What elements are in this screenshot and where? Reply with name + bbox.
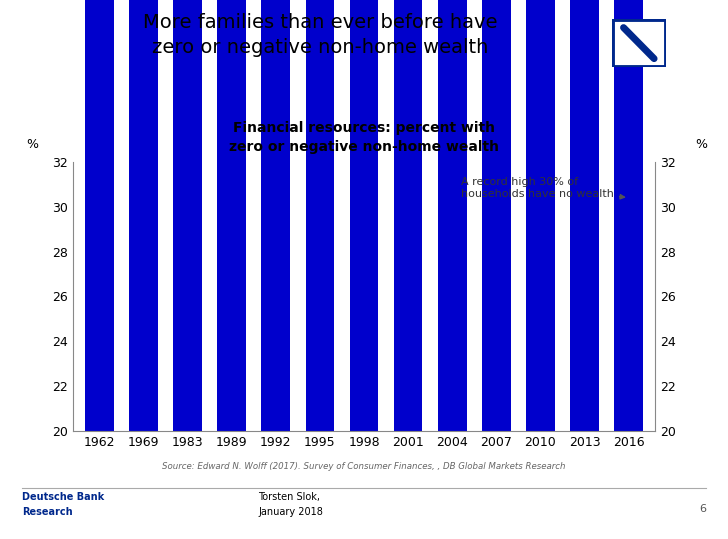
Text: Torsten Slok,: Torsten Slok, bbox=[258, 492, 320, 502]
Bar bbox=[261, 0, 290, 431]
Text: %: % bbox=[696, 138, 708, 151]
Text: Financial resources: percent with
zero or negative non-home wealth: Financial resources: percent with zero o… bbox=[229, 121, 499, 154]
Bar bbox=[394, 0, 422, 431]
Bar bbox=[349, 0, 379, 431]
Text: Research: Research bbox=[22, 507, 73, 517]
Bar bbox=[614, 0, 643, 431]
Bar bbox=[217, 0, 246, 431]
Text: Deutsche Bank: Deutsche Bank bbox=[22, 492, 104, 502]
Bar bbox=[129, 0, 158, 431]
Bar bbox=[85, 0, 114, 431]
Bar bbox=[526, 0, 555, 431]
Text: January 2018: January 2018 bbox=[258, 507, 323, 517]
Text: A record high 30% of
households have no wealth: A record high 30% of households have no … bbox=[461, 177, 625, 199]
Text: Source: Edward N. Wolff (2017). Survey of Consumer Finances, , DB Global Markets: Source: Edward N. Wolff (2017). Survey o… bbox=[162, 462, 566, 471]
Text: 6: 6 bbox=[699, 505, 706, 514]
Bar bbox=[482, 0, 511, 431]
Bar bbox=[570, 0, 599, 431]
Bar bbox=[438, 0, 467, 431]
Bar bbox=[173, 0, 202, 431]
Text: %: % bbox=[26, 138, 38, 151]
Bar bbox=[306, 0, 334, 431]
Text: More families than ever before have
zero or negative non-home wealth: More families than ever before have zero… bbox=[143, 13, 497, 57]
